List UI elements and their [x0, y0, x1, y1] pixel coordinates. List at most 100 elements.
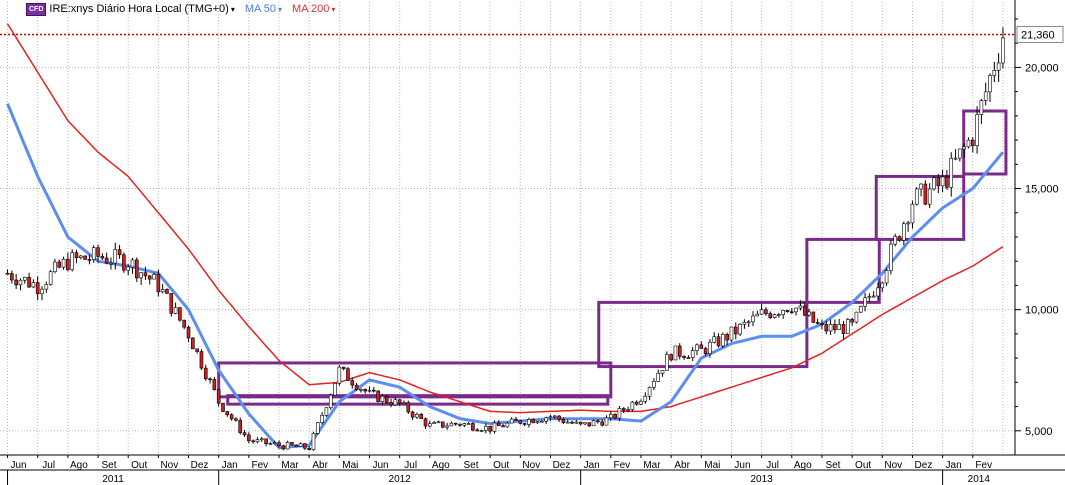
ma200-label: MA 200 — [292, 3, 330, 15]
price-candle — [113, 249, 118, 264]
price-candle — [970, 139, 975, 147]
x-month-label: Jul — [42, 460, 55, 471]
price-candle — [259, 438, 264, 441]
price-candle — [733, 326, 738, 335]
price-candle — [846, 319, 850, 334]
x-month-label: Fev — [252, 460, 269, 471]
price-candle — [78, 255, 83, 259]
price-candle — [902, 223, 906, 241]
price-candle — [574, 421, 579, 424]
price-candle — [759, 309, 764, 315]
price-candle — [74, 252, 79, 259]
price-candle — [165, 289, 169, 294]
price-candle — [182, 319, 187, 328]
price-candle — [143, 272, 148, 277]
price-candle — [975, 114, 979, 147]
cfd-icon: CFD — [26, 2, 47, 16]
ma50-indicator-toggle[interactable]: MA 50 ▾ — [245, 3, 282, 15]
price-candle — [100, 256, 105, 259]
price-candle — [988, 75, 992, 93]
price-candle — [505, 422, 510, 428]
x-month-label: Mai — [704, 460, 720, 471]
price-candle — [751, 315, 755, 323]
price-candle — [432, 422, 436, 424]
price-candle — [109, 262, 113, 265]
price-candle — [884, 270, 889, 284]
ma200-indicator-toggle[interactable]: MA 200 ▾ — [292, 3, 335, 15]
price-candle — [910, 203, 915, 224]
price-candle — [514, 418, 518, 421]
price-candle — [785, 310, 790, 313]
price-candle — [40, 288, 44, 295]
last-price-badge — [1016, 25, 1064, 43]
price-candle — [31, 282, 36, 288]
x-month-label: Jan — [222, 460, 238, 471]
price-candle — [725, 333, 729, 341]
price-candle — [203, 367, 208, 380]
price-candle — [221, 402, 225, 412]
price-candle — [854, 311, 859, 323]
price-candle — [18, 279, 23, 286]
price-candle — [652, 381, 656, 388]
price-candle — [906, 222, 910, 225]
price-candle — [264, 438, 268, 444]
chart-toolbar: CFD IRE:xnys Diário Hora Local (TMG+0) ▾ … — [0, 0, 335, 18]
price-candle — [87, 259, 92, 261]
price-candle — [337, 366, 342, 384]
price-candle — [290, 442, 294, 446]
price-candle — [294, 444, 299, 447]
symbol-selector[interactable]: IRE:xnys Diário Hora Local (TMG+0) ▾ — [49, 3, 234, 15]
price-candle — [781, 310, 785, 315]
price-candle — [324, 407, 329, 416]
price-candle — [449, 422, 454, 427]
price-candle — [777, 314, 781, 316]
price-candle — [195, 348, 199, 352]
price-candle — [311, 433, 316, 450]
price-candle — [660, 370, 665, 374]
price-candle — [992, 70, 997, 76]
x-month-label: Jun — [10, 460, 26, 471]
price-candle — [863, 297, 867, 307]
price-candle — [320, 415, 324, 423]
price-candle — [66, 258, 70, 271]
y-tick-label: 20,000 — [1025, 62, 1059, 74]
ma200-series — [6, 23, 1004, 414]
price-candle — [380, 395, 385, 402]
price-candle — [61, 258, 66, 268]
price-candle — [130, 259, 135, 268]
price-candle — [225, 411, 230, 415]
price-candle — [212, 379, 217, 390]
price-candle — [673, 345, 678, 361]
price-candle — [440, 421, 445, 428]
ma50-line — [6, 103, 1005, 450]
price-candle — [621, 408, 626, 411]
chevron-down-icon: ▾ — [331, 5, 336, 14]
price-candle — [522, 423, 527, 425]
price-candle — [699, 344, 704, 349]
price-candle — [596, 420, 600, 423]
price-candle — [501, 425, 505, 428]
price-candle — [307, 447, 311, 450]
x-month-label: Ago — [794, 460, 812, 471]
x-year-label: 2012 — [389, 474, 412, 485]
price-candle — [979, 100, 984, 115]
price-candle — [397, 399, 402, 404]
price-candle — [83, 255, 87, 260]
price-candle — [285, 442, 290, 450]
price-candle — [423, 418, 428, 427]
price-candle — [703, 348, 708, 354]
price-candle — [169, 293, 174, 314]
x-month-label: Out — [855, 460, 871, 471]
price-candle — [234, 418, 238, 421]
price-candle — [367, 389, 372, 392]
price-candle — [126, 266, 130, 271]
price-candle — [811, 311, 816, 323]
price-candle — [268, 443, 273, 445]
price-candle — [578, 421, 583, 425]
price-candle — [384, 395, 389, 403]
ma200-line — [6, 23, 1004, 414]
price-candle — [238, 419, 243, 433]
x-month-label: Out — [131, 460, 147, 471]
price-candle — [277, 442, 281, 447]
price-candle — [889, 243, 893, 271]
